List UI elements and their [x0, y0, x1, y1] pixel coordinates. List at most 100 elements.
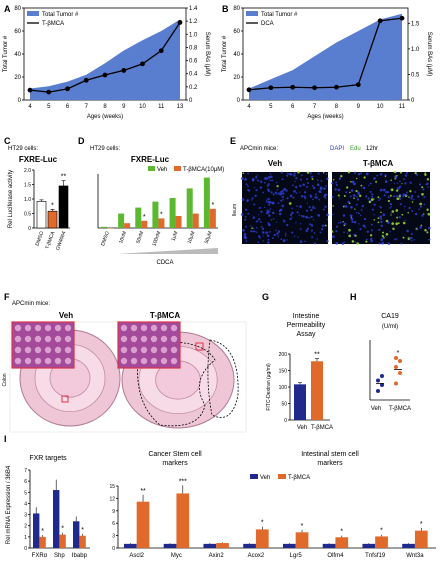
title-G: Permeability: [287, 322, 326, 329]
cell-dot-E: [360, 172, 363, 175]
ytick-label-I1: 1: [24, 535, 27, 541]
cell-dot-E: [276, 221, 278, 223]
cell-dot-E: [379, 215, 382, 219]
cell-dot-E: [247, 212, 250, 215]
crypt-F: [160, 357, 168, 365]
cell-dot-E: [353, 182, 356, 186]
cell-dot-E: [281, 204, 284, 208]
legend-swatch-veh-D: [148, 166, 155, 171]
cell-dot-E: [342, 214, 346, 217]
cell-dot-E: [348, 228, 351, 232]
ytick-label-A: 60: [14, 29, 21, 35]
panel-letter-E: E: [230, 136, 236, 146]
bar-t-I1: [79, 535, 86, 548]
bar-G: [294, 384, 306, 420]
cell-dot-E: [246, 199, 250, 202]
cell-dot-E: [404, 174, 408, 177]
crypt-F: [120, 346, 128, 354]
gradient-wedge-D: [117, 248, 218, 254]
title-H: CA19: [381, 313, 399, 320]
cell-dot-E: [298, 191, 301, 193]
cell-dot-E: [293, 235, 296, 238]
sig-I2: **: [140, 488, 146, 495]
cell-dot-E: [286, 239, 288, 241]
bar-veh-D: [101, 226, 107, 228]
inset-marker-F: [61, 395, 69, 403]
ylabel2-B: Serum BAs (μM): [426, 32, 432, 76]
crypt-F: [44, 346, 52, 354]
cell-dot-E: [422, 213, 425, 215]
cell-dot-E: [277, 202, 280, 205]
cell-dot-E: [389, 194, 392, 197]
sig-I1: *: [41, 528, 44, 535]
crypt-F: [64, 357, 72, 365]
crypt-F: [160, 335, 168, 343]
cell-dot-E: [364, 226, 367, 229]
xtick-label-D: 50μM: [204, 231, 214, 245]
cell-dot-E: [426, 182, 429, 186]
cell-dot-E: [363, 217, 367, 221]
cell-dot-E: [420, 224, 423, 227]
crypt-F: [140, 357, 148, 365]
ytick-label-B: 60: [233, 29, 240, 35]
cell-dot-E: [411, 210, 414, 212]
cell-dot-E: [424, 228, 427, 232]
xtick-label-I2: Acox2: [248, 553, 265, 559]
cell-dot-E: [259, 186, 263, 189]
xtick-label-C: GW4064: [55, 230, 67, 251]
cell-dot-E: [396, 197, 400, 201]
crypt-F: [14, 357, 22, 365]
col-veh-E: Veh: [268, 159, 282, 168]
cell-dot-E: [306, 227, 310, 230]
cell-dot-E: [267, 188, 270, 191]
cell-dot-E: [336, 225, 339, 228]
cell-dot-E: [370, 223, 373, 226]
cell-dot-E: [296, 205, 298, 207]
cell-dot-E: [331, 182, 334, 185]
cell-dot-E: [245, 225, 248, 228]
cell-dot-E: [407, 211, 409, 214]
cell-dot-E: [410, 233, 413, 235]
crypt-F: [24, 346, 32, 354]
sig-D: *: [211, 202, 214, 209]
cell-dot-E: [252, 227, 255, 230]
bar-t-I1: [59, 534, 66, 548]
cell-dot-E: [428, 226, 431, 230]
cell-dot-E: [245, 183, 248, 186]
point-H: [398, 359, 402, 363]
cell-dot-E: [255, 175, 258, 179]
ytick-label-I1: 4: [24, 501, 27, 507]
cell-dot-E: [355, 203, 358, 206]
cell-dot-E: [382, 231, 384, 234]
bar-t-D: [124, 223, 131, 228]
cell-dot-E: [322, 172, 325, 174]
xtick-label-B: 6: [291, 104, 295, 110]
cell-dot-E: [287, 172, 290, 175]
cell-dot-E: [267, 241, 270, 244]
cell-dot-E: [251, 197, 254, 200]
cell-dot-E: [276, 181, 278, 184]
xtick-label-B: 11: [399, 104, 406, 110]
bar-t-D: [107, 228, 113, 229]
xtick-label-B: 10: [377, 104, 384, 110]
ytick-label-A: 40: [14, 52, 21, 58]
cell-dot-E: [272, 237, 274, 239]
cell-dot-E: [351, 240, 355, 243]
crypt-F: [170, 346, 178, 354]
bar-C: [36, 201, 47, 229]
cell-dot-E: [257, 241, 260, 244]
cell-dot-E: [411, 194, 414, 198]
crypt-F: [160, 324, 168, 332]
cell-dot-E: [305, 229, 309, 232]
cell-dot-E: [348, 202, 351, 205]
ytick-label-G: 0: [284, 418, 287, 424]
cell-dot-E: [382, 188, 386, 192]
title-G: Assay: [296, 331, 316, 338]
cell-dot-E: [414, 191, 417, 193]
cell-dot-E: [426, 231, 429, 234]
cell-dot-E: [326, 177, 329, 181]
cell-dot-E: [428, 239, 430, 241]
cell-dot-E: [283, 220, 286, 223]
cell-dot-E: [399, 180, 401, 183]
point-H: [376, 378, 380, 383]
